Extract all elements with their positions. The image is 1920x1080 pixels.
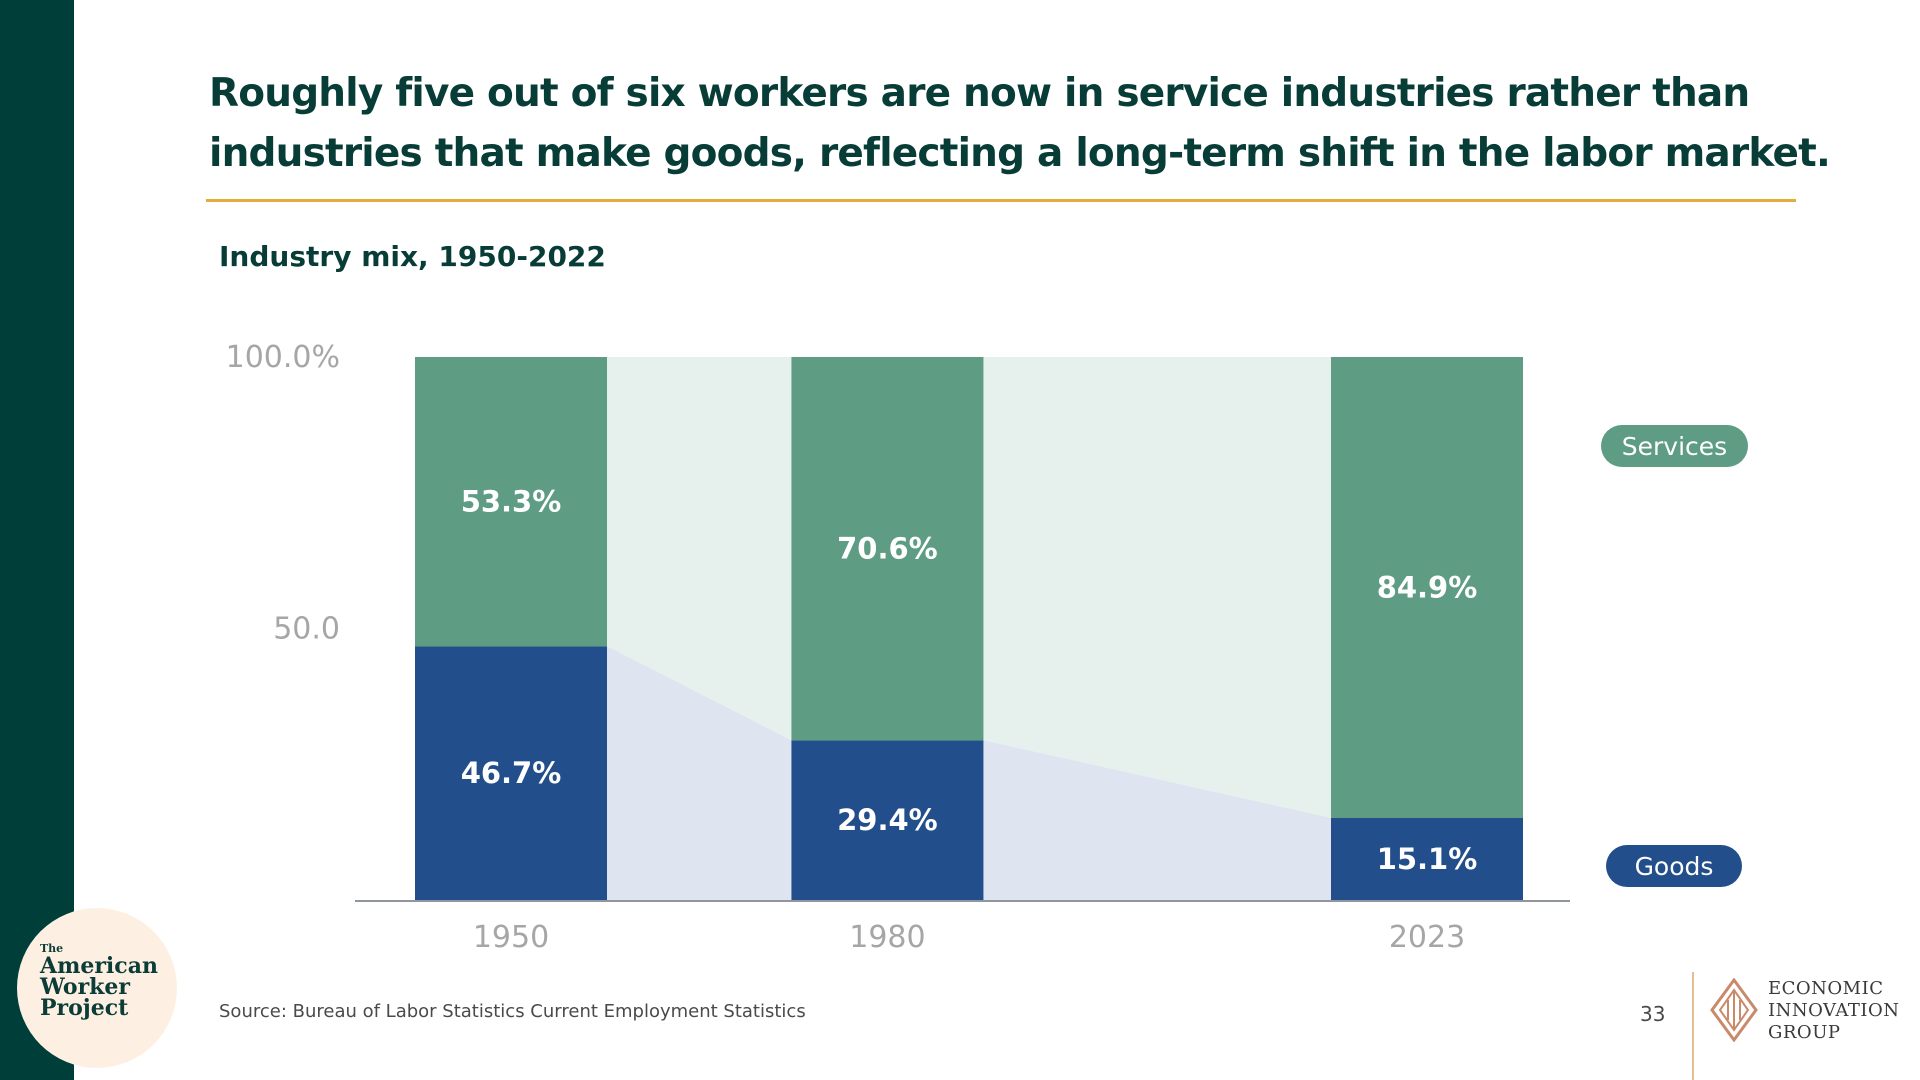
x-tick-1950: 1950 [473, 920, 549, 955]
bar-services-1950 [415, 357, 607, 647]
slide-headline: Roughly five out of six workers are now … [209, 71, 1831, 176]
awp-logo-line3: Project [40, 995, 129, 1021]
y-tick-100: 100.0% [226, 340, 340, 375]
footer-divider [1692, 972, 1694, 1080]
awp-logo-the: The [40, 942, 64, 955]
awp-logo-badge [17, 908, 177, 1068]
data-label-goods-1950: 46.7% [461, 756, 562, 790]
eig-logo-line1: ECONOMIC [1768, 978, 1884, 999]
x-tick-2023: 2023 [1389, 920, 1465, 955]
eig-diamond-logo-icon [1710, 978, 1758, 1042]
data-label-services-1980: 70.6% [837, 532, 938, 566]
bar-services-2023 [1331, 357, 1523, 819]
eig-logo-line3: GROUP [1768, 1022, 1841, 1043]
eig-logo-text: ECONOMIC INNOVATION GROUP [1768, 978, 1899, 1044]
bar-goods-2023 [1331, 818, 1523, 900]
eig-logo-line2: INNOVATION [1768, 1000, 1900, 1021]
awp-logo-line1: American [40, 953, 158, 979]
data-label-goods-2023: 15.1% [1377, 842, 1478, 876]
chart-subtitle: Industry mix, 1950-2022 [219, 240, 606, 273]
legend-goods: Goods [1606, 845, 1742, 887]
data-label-services-1950: 53.3% [461, 485, 562, 519]
y-tick-50: 50.0 [273, 612, 340, 647]
american-worker-project-logo: The American Worker Project [40, 942, 158, 1019]
x-tick-1980: 1980 [849, 920, 925, 955]
source-note: Source: Bureau of Labor Statistics Curre… [219, 1001, 806, 1022]
bar-goods-1980 [791, 740, 984, 900]
legend-services: Services [1601, 425, 1748, 467]
brand-sidebar-bar [0, 0, 74, 1080]
bar-services-1980 [791, 357, 984, 741]
data-label-goods-1980: 29.4% [837, 803, 938, 837]
awp-logo-line2: Worker [40, 974, 131, 1000]
bar-goods-1950 [415, 646, 607, 900]
title-underline [206, 199, 1796, 202]
page-number: 33 [1640, 1002, 1666, 1026]
data-label-services-2023: 84.9% [1377, 571, 1478, 605]
